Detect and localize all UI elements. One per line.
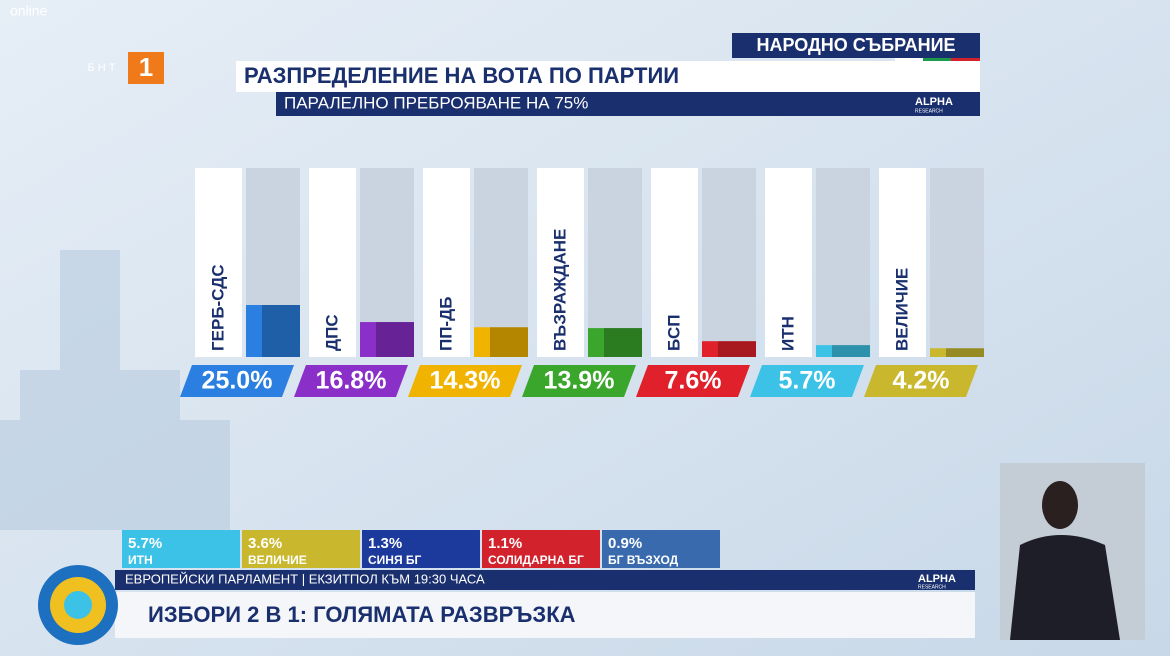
tag: НАРОДНО СЪБРАНИЕ <box>756 35 955 55</box>
value-label: 14.3% <box>430 367 501 395</box>
ticker-box <box>602 530 720 568</box>
logo-number: 1 <box>139 52 153 82</box>
chart: ГЕРБ-СДС 25.0% ДПС 16.8% ПП-ДБ 14.3% ВЪЗРАЖДАН… <box>180 168 984 397</box>
value-label-box <box>750 365 864 397</box>
value-label-box <box>294 365 408 397</box>
chart-subtitle: ПАРАЛЕЛНО ПРЕБРОЯВАНЕ НА 75% <box>284 93 588 112</box>
bar <box>360 322 414 357</box>
tag-box <box>732 33 980 58</box>
bar-shade <box>832 345 870 357</box>
ticker-name: БГ ВЪЗХОД <box>608 553 679 567</box>
subtitle-box <box>276 92 980 116</box>
source-sub: RESEARCH <box>915 108 943 114</box>
flag <box>895 58 923 61</box>
value-label-box <box>864 365 978 397</box>
ticker-value: 5.7% <box>128 535 162 552</box>
ticker-name: ИТН <box>128 553 153 567</box>
headline-box <box>115 592 975 638</box>
bar <box>474 327 528 357</box>
title-box <box>236 61 980 92</box>
ticker-name: ВЕЛИЧИЕ <box>248 553 307 567</box>
ticker-value: 1.1% <box>488 535 522 552</box>
name-column <box>537 168 584 357</box>
caption-box <box>115 570 975 590</box>
bar-track <box>588 168 642 357</box>
value-label: 13.9% <box>544 367 615 395</box>
category-label: ВЪЗРАЖДАНЕ <box>550 229 569 351</box>
name-column <box>651 168 698 357</box>
value-label: 5.7% <box>779 367 836 395</box>
interpreter <box>1042 481 1078 529</box>
name-column <box>423 168 470 357</box>
bar-shade <box>604 328 642 357</box>
category-label: ИТН <box>778 316 797 351</box>
bar-track <box>474 168 528 357</box>
ticker: 5.7%ИТН 3.6%ВЕЛИЧИЕ 1.3%СИНЯ БГ 1.1%СОЛИДАР… <box>122 530 720 568</box>
bar <box>588 328 642 357</box>
ticker-box <box>362 530 480 568</box>
category-label: ВЕЛИЧИЕ <box>892 268 911 351</box>
name-column <box>879 168 926 357</box>
bar-shade <box>946 348 984 357</box>
ticker-value: 0.9% <box>608 535 642 552</box>
source-sub: RESEARCH <box>918 584 946 590</box>
bar-shade <box>376 322 414 357</box>
ticker-box <box>482 530 600 568</box>
name-column <box>765 168 812 357</box>
bar-track <box>816 168 870 357</box>
show-logo <box>64 591 92 619</box>
interpreter <box>1010 535 1120 640</box>
ticker-value: 3.6% <box>248 535 282 552</box>
bar-shade <box>490 327 528 357</box>
ticker-box <box>242 530 360 568</box>
bar-track <box>702 168 756 357</box>
bar <box>930 348 984 357</box>
value-label-box <box>636 365 750 397</box>
flag <box>951 58 980 61</box>
ticker-box <box>122 530 240 568</box>
value-label-box <box>180 365 294 397</box>
ticker-value: 1.3% <box>368 535 402 552</box>
name-column <box>309 168 356 357</box>
logo-text: БНТ <box>88 62 119 74</box>
category-label: ГЕРБ-СДС <box>208 264 227 351</box>
category-label: ДПС <box>322 314 341 351</box>
caption: ЕВРОПЕЙСКИ ПАРЛАМЕНТ | ЕКЗИТПОЛ КЪМ 19:3… <box>125 571 485 586</box>
bar <box>816 345 870 357</box>
value-label-box <box>522 365 636 397</box>
watermark: online <box>10 3 48 19</box>
bar <box>702 341 756 357</box>
headline: ИЗБОРИ 2 В 1: ГОЛЯМАТА РАЗВРЪЗКА <box>148 602 576 627</box>
value-label: 4.2% <box>893 367 950 395</box>
bar-shade <box>718 341 756 357</box>
name-column <box>195 168 242 357</box>
bar-track <box>930 168 984 357</box>
value-label-box <box>408 365 522 397</box>
bar <box>246 305 300 357</box>
chart-title: РАЗПРЕДЕЛЕНИЕ НА ВОТА ПО ПАРТИИ <box>244 63 679 88</box>
value-label: 25.0% <box>202 367 273 395</box>
category-label: БСП <box>664 315 683 352</box>
building <box>0 250 230 530</box>
ticker-name: СИНЯ БГ <box>368 553 422 567</box>
value-label: 16.8% <box>316 367 387 395</box>
bar-shade <box>262 305 300 357</box>
logo-box <box>128 52 164 84</box>
flag <box>923 58 951 61</box>
category-label: ПП-ДБ <box>436 297 455 351</box>
value-label: 7.6% <box>665 367 722 395</box>
ticker-name: СОЛИДАРНА БГ <box>488 553 584 567</box>
source: ALPHA <box>918 573 956 585</box>
source: ALPHA <box>915 96 953 108</box>
